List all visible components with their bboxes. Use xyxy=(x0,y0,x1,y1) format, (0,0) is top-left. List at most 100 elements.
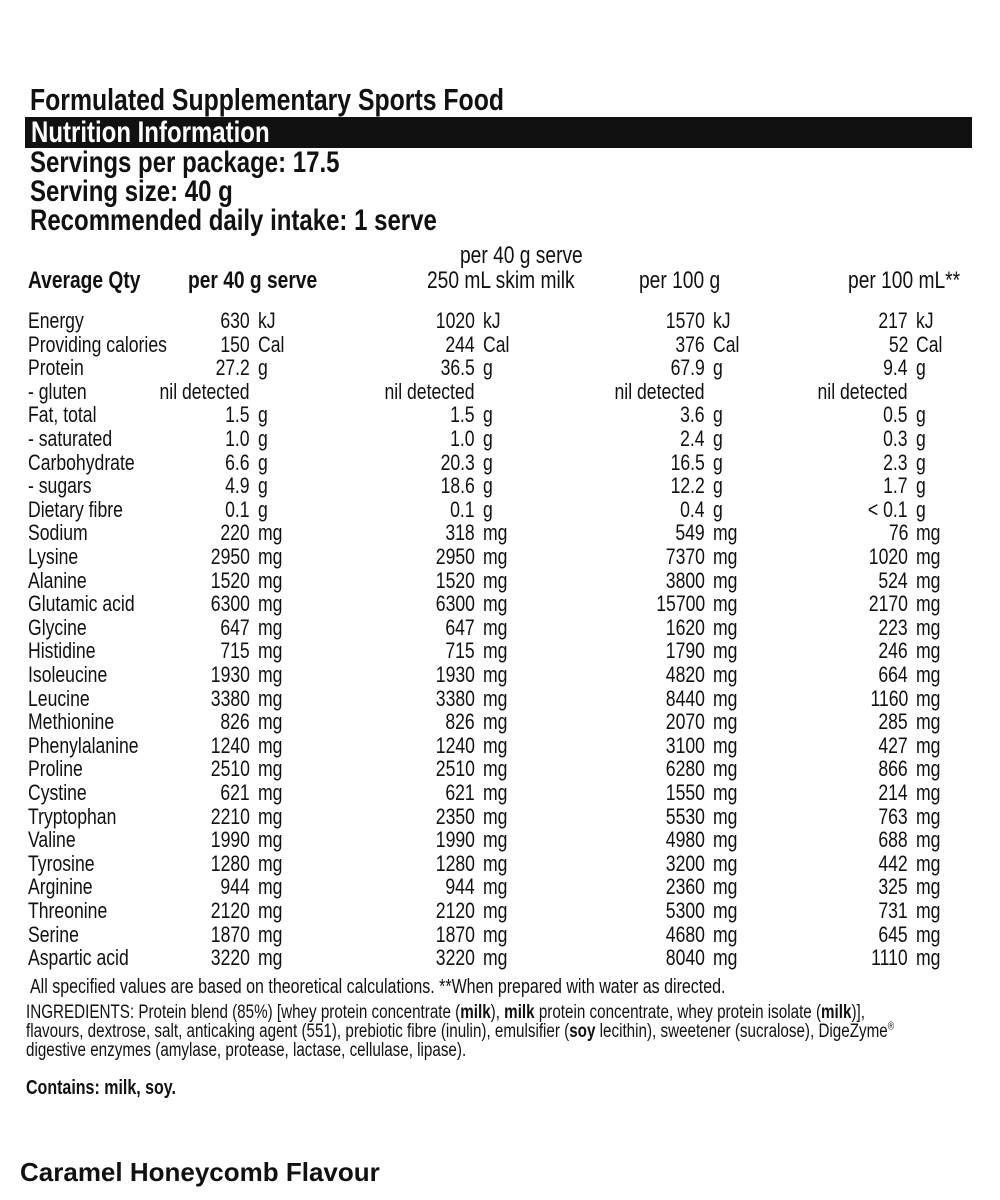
value: 67.9 xyxy=(670,355,705,381)
row-label: Arginine xyxy=(28,874,93,900)
footnote: All specified values are based on theore… xyxy=(30,976,726,998)
row-label: - gluten xyxy=(28,378,87,404)
unit: mg xyxy=(916,756,941,782)
value: 223 xyxy=(878,614,908,640)
title: Formulated Supplementary Sports Food xyxy=(30,82,504,117)
row-label: - saturated xyxy=(28,426,113,451)
value: 647 xyxy=(220,614,250,640)
unit: mg xyxy=(916,850,941,876)
value: 9.4 xyxy=(883,355,908,381)
value: 688 xyxy=(878,827,908,853)
value: 2950 xyxy=(210,544,250,569)
unit: g xyxy=(713,402,723,428)
unit: g xyxy=(258,355,268,381)
unit: mg xyxy=(916,685,941,711)
unit: mg xyxy=(916,780,941,805)
value: nil detected xyxy=(384,378,475,404)
unit: mg xyxy=(483,732,508,758)
value: 0.3 xyxy=(883,426,908,451)
value: 3800 xyxy=(665,567,705,593)
unit: mg xyxy=(258,756,283,782)
row-label: Tryptophan xyxy=(28,803,117,829)
unit: mg xyxy=(483,780,508,805)
row-label: Aspartic acid xyxy=(28,945,129,971)
value: 1790 xyxy=(665,638,705,664)
unit: mg xyxy=(713,567,738,593)
unit: mg xyxy=(483,638,508,664)
value: 647 xyxy=(445,614,475,640)
unit: mg xyxy=(483,544,508,569)
unit: mg xyxy=(916,827,941,853)
ingredients-text: ), xyxy=(490,1002,505,1023)
value: 1990 xyxy=(210,827,250,853)
value: 944 xyxy=(445,874,475,900)
unit: mg xyxy=(483,614,508,640)
unit: g xyxy=(916,473,926,499)
unit: Cal xyxy=(916,331,943,357)
value: 1280 xyxy=(210,850,250,876)
row-label: Valine xyxy=(28,827,76,853)
value: 3.6 xyxy=(680,402,705,428)
unit: mg xyxy=(916,520,941,546)
value: 715 xyxy=(445,638,475,664)
unit: g xyxy=(258,496,268,522)
value: 3220 xyxy=(435,945,475,971)
value: 549 xyxy=(675,520,705,546)
value: 220 xyxy=(220,520,250,546)
value: 27.2 xyxy=(215,355,250,381)
row-label: Protein xyxy=(28,355,84,381)
ingredients-text: lecithin), sweetener (sucralose), DigeZy… xyxy=(595,1021,888,1042)
unit: mg xyxy=(713,874,738,900)
value: 621 xyxy=(220,780,250,805)
unit: g xyxy=(916,449,926,475)
unit: g xyxy=(713,426,723,451)
unit: mg xyxy=(713,544,738,569)
unit: g xyxy=(483,402,493,428)
unit: mg xyxy=(713,921,738,947)
unit: mg xyxy=(258,803,283,829)
value: 2.4 xyxy=(680,426,705,451)
value: 1620 xyxy=(665,614,705,640)
unit: mg xyxy=(258,732,283,758)
value: 1.0 xyxy=(450,426,475,451)
unit: mg xyxy=(713,827,738,853)
unit: Cal xyxy=(258,331,285,357)
value: 826 xyxy=(445,709,475,735)
value: 2360 xyxy=(665,874,705,900)
value: 826 xyxy=(220,709,250,735)
unit: mg xyxy=(258,921,283,947)
unit: mg xyxy=(713,591,738,617)
column-header: per 40 g serve xyxy=(188,267,318,294)
unit: mg xyxy=(713,520,738,546)
unit: kJ xyxy=(258,308,276,333)
ingredients-text: ® xyxy=(887,1020,895,1033)
value: 2120 xyxy=(435,898,475,923)
row-label: Providing calories xyxy=(28,331,167,357)
row-label: - sugars xyxy=(28,473,92,499)
row-label: Histidine xyxy=(28,638,96,664)
unit: mg xyxy=(916,803,941,829)
value: 18.6 xyxy=(440,473,475,499)
value: 1930 xyxy=(210,662,250,687)
value: 318 xyxy=(445,520,475,546)
row-label: Dietary fibre xyxy=(28,496,123,522)
value: 3200 xyxy=(665,850,705,876)
value: 1870 xyxy=(435,921,475,947)
value: 1020 xyxy=(435,308,475,333)
value: 244 xyxy=(445,331,475,357)
value: 376 xyxy=(675,331,705,357)
value: 1870 xyxy=(210,921,250,947)
unit: mg xyxy=(483,827,508,853)
unit: mg xyxy=(483,803,508,829)
value: 6.6 xyxy=(225,449,250,475)
unit: mg xyxy=(713,685,738,711)
unit: g xyxy=(258,473,268,499)
unit: mg xyxy=(258,614,283,640)
value: 645 xyxy=(878,921,908,947)
value: 0.1 xyxy=(450,496,475,522)
value: 4980 xyxy=(665,827,705,853)
value: 1020 xyxy=(868,544,908,569)
row-label: Threonine xyxy=(28,898,108,923)
ingredients-text: INGREDIENTS: Protein blend (85%) [whey p… xyxy=(26,1002,461,1023)
unit: g xyxy=(483,496,493,522)
